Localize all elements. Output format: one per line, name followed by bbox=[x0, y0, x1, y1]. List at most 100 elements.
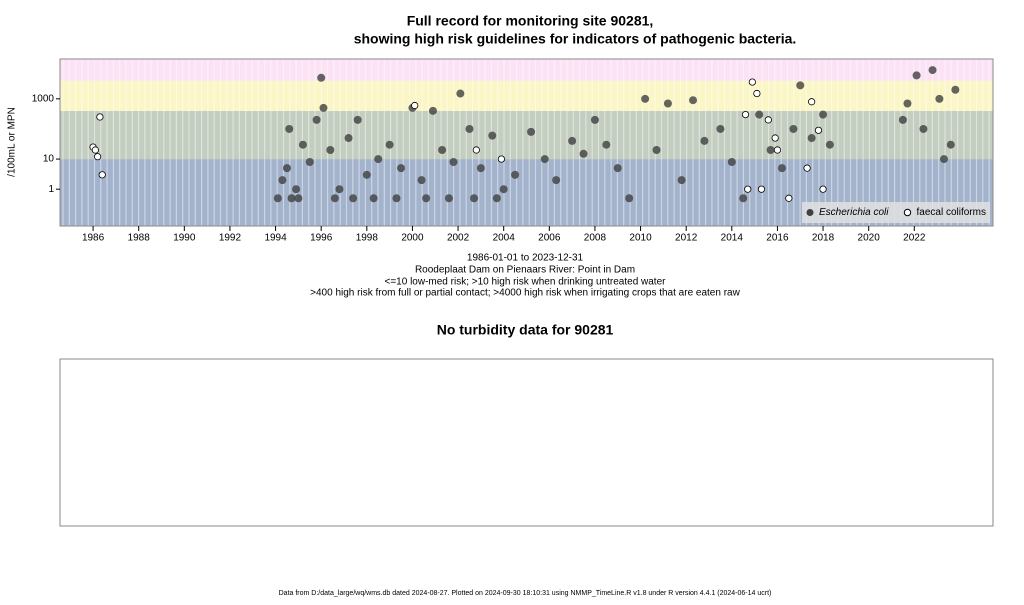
point bbox=[689, 96, 698, 105]
point bbox=[422, 194, 431, 203]
point bbox=[764, 116, 772, 124]
x-tick-label: 1998 bbox=[356, 233, 379, 244]
x-tick-label: 2010 bbox=[629, 233, 652, 244]
points bbox=[89, 66, 960, 203]
risk-band bbox=[60, 59, 993, 81]
x-tick-label: 2014 bbox=[721, 233, 744, 244]
point bbox=[613, 164, 622, 173]
chart-title: No turbidity data for 90281 bbox=[437, 322, 614, 338]
x-tick-label: 2002 bbox=[447, 233, 470, 244]
point bbox=[568, 136, 577, 145]
y-axis-label: /100mL or MPN bbox=[7, 107, 18, 177]
point bbox=[499, 185, 508, 194]
x-tick-label: 1986 bbox=[82, 233, 105, 244]
point bbox=[777, 164, 786, 173]
point bbox=[344, 134, 353, 143]
point bbox=[292, 185, 301, 194]
annotation: 1986-01-01 to 2023-12-31 bbox=[467, 253, 584, 264]
y-tick-label: 1 bbox=[48, 184, 54, 195]
point bbox=[444, 194, 453, 203]
point bbox=[773, 146, 782, 154]
point bbox=[755, 110, 764, 119]
point bbox=[796, 81, 805, 90]
point bbox=[903, 99, 912, 108]
x-tick-label: 2000 bbox=[401, 233, 424, 244]
x-tick-label: 1990 bbox=[173, 233, 196, 244]
point bbox=[317, 73, 326, 82]
point bbox=[700, 136, 709, 145]
point bbox=[305, 157, 314, 166]
point bbox=[819, 185, 827, 193]
annotation: Roodeplaat Dam on Pienaars River: Point … bbox=[415, 265, 635, 276]
legend-marker bbox=[806, 209, 814, 216]
point bbox=[497, 155, 506, 163]
point bbox=[814, 126, 823, 134]
point bbox=[476, 164, 485, 173]
annotation: <=10 low-med risk; >10 high risk when dr… bbox=[385, 277, 667, 288]
point bbox=[298, 140, 307, 149]
point bbox=[330, 194, 339, 203]
point bbox=[374, 155, 383, 164]
empty-panel bbox=[59, 358, 994, 527]
point bbox=[472, 146, 480, 154]
point bbox=[470, 194, 479, 203]
footer: Data from D:/data_large/wq/wms.db dated … bbox=[279, 590, 772, 597]
point bbox=[602, 140, 611, 149]
point bbox=[803, 164, 811, 172]
point bbox=[96, 113, 104, 121]
point bbox=[819, 110, 828, 119]
x-tick-label: 1992 bbox=[219, 233, 242, 244]
point bbox=[488, 131, 497, 140]
point bbox=[785, 194, 793, 202]
x-tick-label: 2022 bbox=[903, 233, 926, 244]
x-tick-label: 2018 bbox=[812, 233, 835, 244]
point bbox=[385, 140, 394, 149]
point bbox=[282, 164, 291, 173]
point bbox=[527, 127, 536, 136]
point bbox=[285, 124, 294, 133]
risk-band bbox=[60, 110, 993, 160]
x-tick-label: 2012 bbox=[675, 233, 698, 244]
point bbox=[825, 140, 834, 149]
point bbox=[397, 164, 406, 173]
point bbox=[951, 85, 960, 94]
point bbox=[753, 89, 761, 98]
point bbox=[727, 157, 736, 166]
x-tick-label: 2004 bbox=[493, 233, 516, 244]
point bbox=[91, 146, 99, 154]
point bbox=[392, 194, 401, 203]
plot-frame bbox=[59, 58, 994, 227]
point bbox=[912, 71, 921, 80]
point bbox=[335, 185, 344, 194]
point bbox=[294, 194, 303, 203]
point bbox=[771, 134, 779, 142]
point bbox=[928, 66, 937, 75]
legend-label: Escherichia coli bbox=[819, 207, 889, 218]
point bbox=[552, 176, 561, 185]
legend-box bbox=[802, 202, 990, 223]
point bbox=[741, 110, 750, 119]
point bbox=[789, 124, 798, 133]
point bbox=[652, 146, 661, 155]
point bbox=[716, 124, 725, 133]
point bbox=[326, 146, 335, 155]
point bbox=[353, 115, 362, 124]
point bbox=[411, 101, 419, 110]
point bbox=[369, 194, 378, 203]
y-tick-label: 1000 bbox=[32, 93, 55, 104]
point bbox=[349, 194, 358, 203]
point bbox=[312, 115, 321, 124]
point bbox=[456, 89, 465, 98]
point bbox=[939, 155, 948, 164]
x-tick-label: 1994 bbox=[264, 233, 287, 244]
point bbox=[808, 98, 816, 106]
point bbox=[663, 99, 672, 108]
point bbox=[739, 194, 748, 203]
point bbox=[449, 157, 458, 166]
y-tick-label: 10 bbox=[43, 154, 55, 165]
point bbox=[362, 170, 371, 179]
x-tick-label: 1996 bbox=[310, 233, 333, 244]
chart-title: showing high risk guidelines for indicat… bbox=[354, 31, 797, 47]
point bbox=[935, 94, 944, 103]
